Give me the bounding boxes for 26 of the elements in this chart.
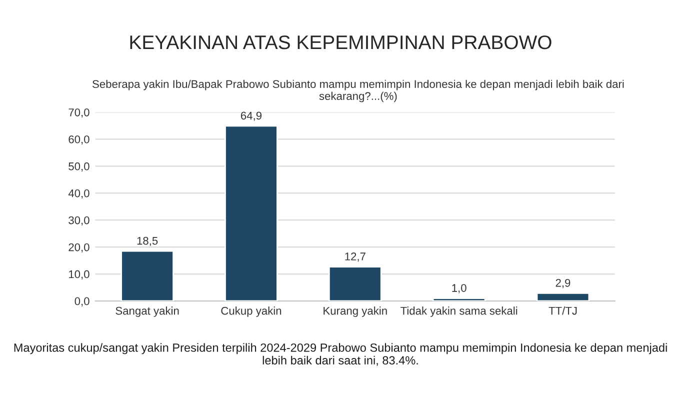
y-tick-label: 40,0 [68, 189, 90, 199]
x-tick-label: Tidak yakin sama sekali [400, 306, 518, 317]
bar [120, 250, 174, 301]
x-tick-label: Kurang yakin [324, 306, 387, 317]
text: Mayoritas cukup/sangat yakin Presiden terpilih 2024-2029 Prabowo Subianto mampu memimpin Indonesia ke depan menjadi lebih baik dari saat ini, 83.4%. [14, 343, 667, 366]
chart-subtitle: Seberapa yakin Ibu/Bapak Prabowo Subianto mampu memimpin Indonesia ke depan menjadi lebih baik dari sekarang?...(%) [92, 80, 624, 102]
bar [432, 298, 486, 301]
x-tick-label: Sangat yakin [116, 306, 179, 317]
x-tick-label: TT/TJ [548, 306, 577, 315]
y-tick-label: 20,0 [68, 243, 90, 253]
data-label: 64,9 [240, 112, 262, 121]
y-tick-label: 10,0 [69, 270, 90, 280]
data-label: 2,9 [556, 278, 570, 288]
data-label: 1,0 [452, 284, 466, 294]
y-tick-label: 50,0 [68, 162, 90, 172]
y-tick-label: 70,0 [68, 108, 90, 118]
bar [224, 125, 278, 301]
y-tick-label: 0,0 [74, 297, 90, 306]
chart-title: KEYAKINAN ATAS KEPEMIMPINAN PRABOWO [130, 35, 552, 50]
bar [536, 292, 590, 301]
data-label: 12,7 [345, 252, 366, 262]
y-tick-label: 60,0 [68, 135, 90, 145]
x-tick-label: Cukup yakin [221, 306, 282, 317]
data-label: 18,5 [137, 236, 158, 246]
y-tick-label: 30,0 [68, 216, 90, 226]
bar [328, 266, 382, 301]
